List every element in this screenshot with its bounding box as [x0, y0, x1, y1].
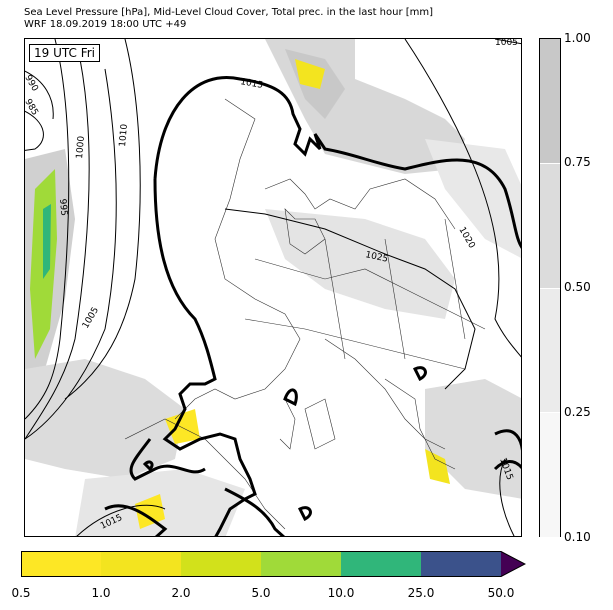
isobar-thick — [153, 76, 521, 249]
cloud-area — [265, 209, 455, 319]
coastline — [264, 178, 456, 230]
precip-colorbar-segment — [421, 551, 501, 577]
isobar-thick — [129, 438, 206, 481]
isobar-thin — [76, 504, 166, 536]
cloud-cover-layer — [25, 39, 521, 536]
isobar-label: 1015 — [239, 77, 263, 91]
cloud-colorbar-band — [540, 411, 560, 537]
precip-colorbar-segment — [21, 551, 101, 577]
isobar-label: 985 — [25, 98, 40, 118]
cloud-colorbar-band — [540, 287, 560, 413]
precip-colorbar-segment — [261, 551, 341, 577]
precip-tick: 0.5 — [11, 586, 31, 600]
isobar-thin — [494, 39, 521, 45]
precip-area — [43, 204, 51, 279]
isobar-thick — [283, 388, 298, 407]
cloud-colorbar-band — [540, 39, 560, 164]
chart-title: Sea Level Pressure [hPa], Mid-Level Clou… — [24, 7, 434, 18]
country-border — [254, 258, 486, 330]
isobar-thin — [25, 68, 117, 440]
isobar-thick — [493, 460, 521, 471]
isobar-thin — [499, 458, 515, 536]
precip-tick: 2.0 — [171, 586, 191, 600]
precip-tick: 25.0 — [407, 586, 435, 600]
cloud-tick: 0.25 — [564, 405, 591, 419]
cloud-area — [25, 359, 185, 479]
isobar-label: 1010 — [118, 123, 130, 147]
precip-tick: 1.0 — [91, 586, 111, 600]
isobar-thin — [25, 39, 70, 420]
isobar-thick — [142, 460, 154, 472]
isobar-thick — [104, 504, 168, 536]
cloud-cover-colorbar — [539, 38, 561, 537]
precip-colorbar-segment — [101, 551, 181, 577]
precip-colorbar — [21, 551, 526, 577]
isobar-label: 1020 — [456, 226, 476, 251]
cloud-tick: 0.10 — [564, 530, 591, 544]
isobar-thick — [224, 487, 286, 536]
coastline — [304, 398, 336, 450]
isobar-thick — [153, 178, 257, 536]
cloud-tick: 0.50 — [564, 280, 591, 294]
precip-colorbar-segment — [501, 551, 525, 577]
precip-tick: 5.0 — [251, 586, 271, 600]
coastline — [279, 398, 296, 450]
precip-colorbar-segment — [181, 551, 261, 577]
isobar-thin — [224, 208, 476, 390]
country-border — [444, 218, 466, 340]
cloud-area — [425, 139, 521, 258]
precip-area — [165, 409, 200, 444]
isobar-label: 990 — [25, 74, 40, 94]
isobar-thin — [25, 58, 90, 440]
forecast-time-label: 19 UTC Fri — [29, 44, 100, 62]
coastline — [324, 338, 446, 450]
isobar-thin — [404, 39, 521, 358]
isobar-label: 1005 — [495, 39, 518, 48]
chart-subtitle: WRF 18.09.2019 18:00 UTC +49 — [24, 19, 187, 30]
precip-area — [425, 449, 450, 484]
precip-tick: 10.0 — [327, 586, 355, 600]
coastlines-layer — [124, 98, 486, 530]
isobar-label: 995 — [57, 198, 68, 216]
isobars-layer — [25, 39, 521, 536]
precip-tick: 50.0 — [487, 586, 515, 600]
coastline — [384, 378, 456, 470]
coastline — [174, 98, 301, 420]
isobar-label: 1025 — [364, 250, 388, 265]
cloud-colorbar-band — [540, 163, 560, 289]
weather-map: 1005 990 985 1000 995 1010 1015 1025 102… — [24, 38, 522, 537]
country-border — [384, 238, 406, 360]
country-border — [324, 238, 346, 360]
isobar-thick — [412, 366, 427, 382]
precip-area — [135, 494, 165, 529]
isobar-thin — [25, 110, 44, 151]
isobar-thin — [64, 39, 141, 400]
precip-colorbar-segment — [341, 551, 421, 577]
isobar-thin — [25, 70, 54, 120]
isobar-thick — [494, 429, 521, 452]
cloud-tick: 1.00 — [564, 31, 591, 45]
isobar-label: 1000 — [75, 135, 87, 159]
coastline — [124, 418, 286, 530]
cloud-tick: 0.75 — [564, 155, 591, 169]
isobar-thick — [297, 506, 312, 522]
isobar-label: 1005 — [81, 306, 101, 331]
country-border — [244, 318, 466, 370]
precipitation-layer — [30, 59, 450, 529]
precip-area — [295, 59, 325, 89]
